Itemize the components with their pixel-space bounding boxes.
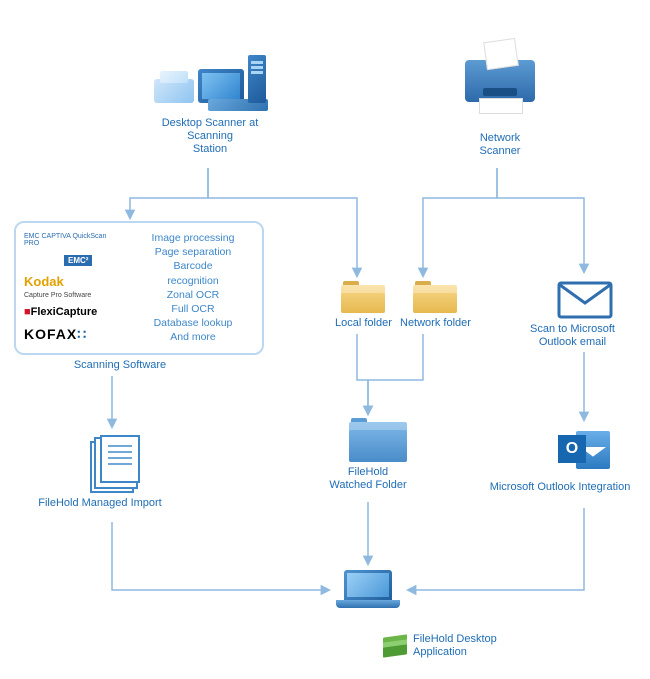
desktop-app-label: FileHold Desktop Application <box>413 633 497 659</box>
network-scanner-label: Network Scanner <box>460 132 540 158</box>
logo-kofax: KOFAX∷ <box>24 326 118 343</box>
feature-item: Zonal OCR <box>130 288 256 302</box>
node-outlook-integration: O Microsoft Outlook Integration <box>552 427 616 494</box>
feature-item: Page separation <box>130 245 256 259</box>
node-network-folder: Network folder <box>400 281 471 330</box>
node-laptop <box>336 570 400 610</box>
node-scanning-software-panel: EMC CAPTIVA QuickScan PRO EMC² Kodak Cap… <box>14 221 264 355</box>
node-network-scanner: Network Scanner <box>460 40 540 158</box>
watched-folder-label: FileHold Watched Folder <box>318 466 418 492</box>
outlook-integration-label: Microsoft Outlook Integration <box>480 481 640 494</box>
diagram-canvas: Desktop Scanner at Scanning Station Netw… <box>0 0 650 679</box>
scan-to-email-label: Scan to Microsoft Outlook email <box>518 323 628 349</box>
laptop-icon <box>336 570 400 610</box>
node-local-folder: Local folder <box>335 281 392 330</box>
node-scan-to-email: Scan to Microsoft Outlook email <box>555 279 615 349</box>
feature-item: Full OCR <box>130 302 256 316</box>
feature-item: Barcode <box>130 259 256 273</box>
scanning-station-icon <box>154 55 266 113</box>
filehold-app-icon <box>383 636 407 656</box>
vendor-logos: EMC CAPTIVA QuickScan PRO EMC² Kodak Cap… <box>16 223 124 353</box>
network-scanner-icon <box>465 60 535 102</box>
outlook-icon: O <box>558 427 610 473</box>
node-watched-folder: FileHold Watched Folder <box>338 418 418 492</box>
local-folder-label: Local folder <box>335 317 392 330</box>
feature-item: Image processing <box>130 231 256 245</box>
feature-item: And more <box>130 330 256 344</box>
documents-icon <box>100 435 140 483</box>
managed-import-label: FileHold Managed Import <box>30 497 170 510</box>
node-scanning-station: Desktop Scanner at Scanning Station <box>150 55 270 157</box>
logo-emc-captiva: EMC CAPTIVA QuickScan PRO <box>24 233 118 248</box>
network-folder-label: Network folder <box>400 317 471 330</box>
scanning-station-label: Desktop Scanner at Scanning Station <box>150 117 270 157</box>
logo-kodak: Kodak <box>24 274 64 289</box>
node-managed-import: FileHold Managed Import <box>75 435 155 510</box>
network-folder-icon <box>413 281 457 313</box>
feature-list: Image processing Page separation Barcode… <box>124 223 262 353</box>
node-desktop-app: FileHold Desktop Application <box>383 633 497 659</box>
watched-folder-icon <box>349 418 407 462</box>
envelope-icon <box>557 279 613 319</box>
scanning-software-label: Scanning Software <box>60 355 180 372</box>
logo-emc2: EMC² <box>64 255 92 266</box>
feature-item: recognition <box>130 274 256 288</box>
feature-item: Database lookup <box>130 316 256 330</box>
logo-kodak-sub: Capture Pro Software <box>24 292 91 299</box>
logo-flexicapture: ■FlexiCapture <box>24 306 118 318</box>
local-folder-icon <box>341 281 385 313</box>
